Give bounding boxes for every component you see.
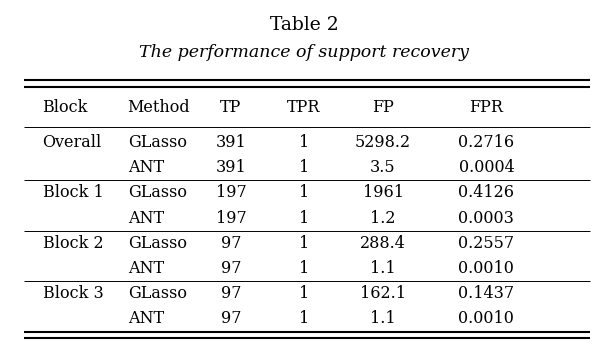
Text: Method: Method xyxy=(128,99,190,116)
Text: 97: 97 xyxy=(221,310,241,327)
Text: 1: 1 xyxy=(299,310,309,327)
Text: 1.2: 1.2 xyxy=(370,210,396,227)
Text: 5298.2: 5298.2 xyxy=(355,134,411,151)
Text: FPR: FPR xyxy=(469,99,503,116)
Text: 1: 1 xyxy=(299,235,309,252)
Text: 0.0010: 0.0010 xyxy=(458,260,514,277)
Text: GLasso: GLasso xyxy=(128,134,187,151)
Text: 0.4126: 0.4126 xyxy=(458,184,514,201)
Text: ANT: ANT xyxy=(128,159,164,176)
Text: ANT: ANT xyxy=(128,260,164,277)
Text: 197: 197 xyxy=(216,184,246,201)
Text: Block 1: Block 1 xyxy=(43,184,103,201)
Text: 391: 391 xyxy=(216,159,246,176)
Text: 0.0010: 0.0010 xyxy=(458,310,514,327)
Text: 0.1437: 0.1437 xyxy=(458,285,514,302)
Text: 1: 1 xyxy=(299,159,309,176)
Text: 0.2716: 0.2716 xyxy=(458,134,514,151)
Text: TPR: TPR xyxy=(287,99,321,116)
Text: 97: 97 xyxy=(221,285,241,302)
Text: ANT: ANT xyxy=(128,310,164,327)
Text: Block: Block xyxy=(43,99,88,116)
Text: 391: 391 xyxy=(216,134,246,151)
Text: 97: 97 xyxy=(221,235,241,252)
Text: GLasso: GLasso xyxy=(128,285,187,302)
Text: 1: 1 xyxy=(299,260,309,277)
Text: Block 2: Block 2 xyxy=(43,235,103,252)
Text: Block 3: Block 3 xyxy=(43,285,103,302)
Text: 1: 1 xyxy=(299,210,309,227)
Text: 1.1: 1.1 xyxy=(370,310,396,327)
Text: Table 2: Table 2 xyxy=(269,16,339,34)
Text: ANT: ANT xyxy=(128,210,164,227)
Text: The performance of support recovery: The performance of support recovery xyxy=(139,44,469,61)
Text: 0.0004: 0.0004 xyxy=(458,159,514,176)
Text: TP: TP xyxy=(220,99,242,116)
Text: GLasso: GLasso xyxy=(128,184,187,201)
Text: 162.1: 162.1 xyxy=(360,285,406,302)
Text: 1.1: 1.1 xyxy=(370,260,396,277)
Text: 0.0003: 0.0003 xyxy=(458,210,514,227)
Text: 3.5: 3.5 xyxy=(370,159,396,176)
Text: 0.2557: 0.2557 xyxy=(458,235,514,252)
Text: 1: 1 xyxy=(299,134,309,151)
Text: 197: 197 xyxy=(216,210,246,227)
Text: 288.4: 288.4 xyxy=(360,235,406,252)
Text: 1961: 1961 xyxy=(362,184,404,201)
Text: 1: 1 xyxy=(299,285,309,302)
Text: GLasso: GLasso xyxy=(128,235,187,252)
Text: 97: 97 xyxy=(221,260,241,277)
Text: 1: 1 xyxy=(299,184,309,201)
Text: FP: FP xyxy=(372,99,394,116)
Text: Overall: Overall xyxy=(43,134,102,151)
